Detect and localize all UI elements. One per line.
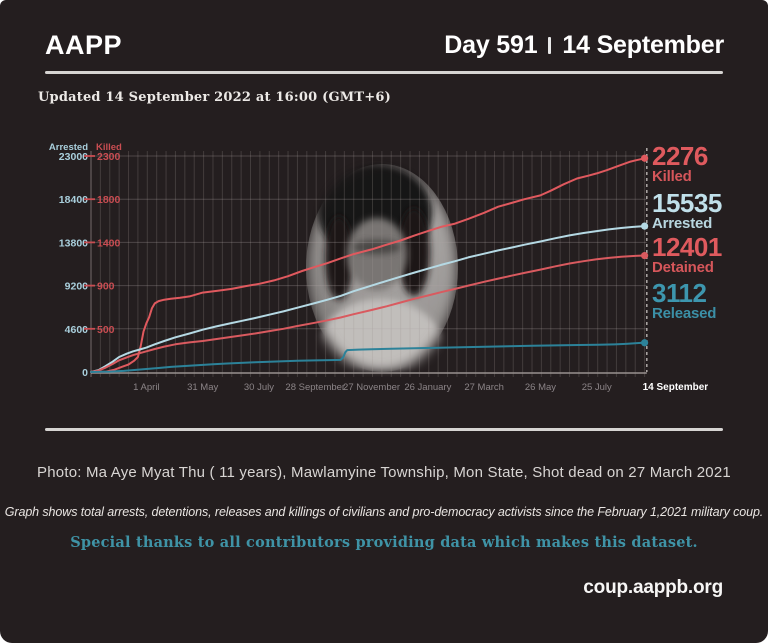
y-right-axis-title: Killed <box>96 142 122 153</box>
photo-hair-right <box>398 208 430 296</box>
killed-label: Killed <box>652 168 692 185</box>
killed-total: 2276 <box>652 141 708 171</box>
series-line-killed <box>90 157 646 373</box>
title-separator <box>548 37 552 54</box>
detained-total: 12401 <box>652 232 722 262</box>
site-url: coup.aappb.org <box>583 577 723 598</box>
arrested-total: 15535 <box>652 188 722 218</box>
y-left-tick-label: 23000 <box>59 151 88 163</box>
x-tick-label: 14 September <box>643 382 709 393</box>
arrested-label: Arrested <box>652 215 713 232</box>
annotation-arrested: 15535 Arrested <box>652 188 722 232</box>
axis-layer: Arrested Killed 0 4600 9200 13800 18400 23000 50… <box>49 142 708 393</box>
annotation-killed: 2276 Killed <box>652 141 708 185</box>
graph-note: Graph shows total arrests, detentions, r… <box>4 505 764 519</box>
series-end-dot-released <box>641 339 649 347</box>
y-left-tick-label: 18400 <box>59 194 88 206</box>
series-line-detained <box>90 254 646 373</box>
series-end-dot-killed <box>641 154 649 162</box>
x-tick-label: 27 November <box>343 382 400 393</box>
brand-logo: AAPP <box>45 30 123 60</box>
series-end-dot-detained <box>641 251 649 260</box>
y-right-tick-label: 1800 <box>97 194 121 206</box>
series-layer <box>90 154 649 373</box>
x-tick-label: 26 January <box>404 382 451 393</box>
x-tick-label: 26 May <box>525 382 556 393</box>
top-divider <box>45 71 723 74</box>
annotation-released: 3112 Released <box>652 278 717 322</box>
y-left-tick-label: 0 <box>82 367 88 379</box>
y-right-tick-label: 900 <box>97 281 115 293</box>
y-left-tick-label: 9200 <box>65 281 89 293</box>
updated-timestamp: Updated 14 September 2022 at 16:00 (GMT+… <box>38 90 391 105</box>
x-tick-label: 31 May <box>187 382 218 393</box>
x-tick-label: 30 July <box>244 382 274 393</box>
annotation-detained: 12401 Detained <box>652 232 722 276</box>
contributors-thanks: Special thanks to all contributors provi… <box>70 534 698 551</box>
y-left-tick-label: 4600 <box>65 324 89 336</box>
series-line-released <box>90 341 646 373</box>
released-label: Released <box>652 305 717 322</box>
y-right-tick-label: 2300 <box>97 151 121 163</box>
y-right-tick-label: 1400 <box>97 237 121 249</box>
series-end-dot-arrested <box>641 222 649 230</box>
x-tick-label: 28 September <box>285 382 345 393</box>
x-tick-label: 1 April <box>133 382 159 393</box>
date-label: 14 September <box>562 31 724 59</box>
photo-caption: Photo: Ma Aye Myat Thu ( 11 years), Mawl… <box>37 464 731 481</box>
series-line-arrested <box>90 225 646 373</box>
released-total: 3112 <box>652 278 707 308</box>
day-counter: Day 591 <box>444 31 538 59</box>
y-left-axis-title: Arrested <box>49 142 88 153</box>
x-tick-label: 25 July <box>582 382 612 393</box>
bottom-divider <box>45 428 723 431</box>
y-left-tick-label: 13800 <box>59 237 88 249</box>
detained-label: Detained <box>652 259 714 276</box>
day-title: Day 591 14 September <box>444 31 724 60</box>
y-right-tick-label: 500 <box>97 324 115 336</box>
x-tick-label: 27 March <box>464 382 504 393</box>
